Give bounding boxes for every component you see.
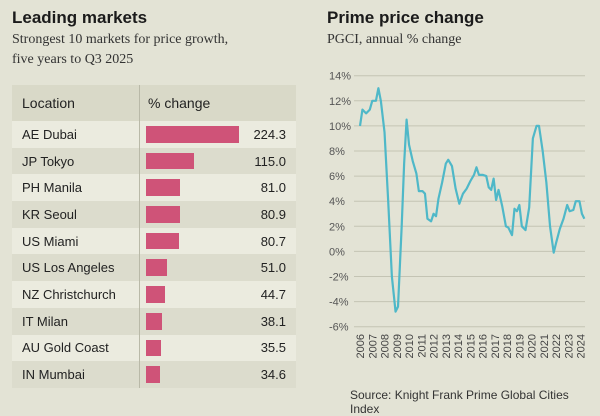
location-cell: PH Manila — [12, 174, 140, 202]
header-change: % change — [148, 95, 211, 111]
right-subtitle: PGCI, annual % change — [327, 32, 462, 47]
header-location: Location — [12, 85, 140, 121]
x-tick-label: 2007 — [367, 334, 379, 358]
y-tick-label: 14% — [329, 71, 351, 83]
table-row: US Miami 80.7 — [12, 227, 296, 255]
y-tick-label: 4% — [329, 196, 345, 208]
change-cell: 80.7 — [140, 228, 296, 255]
change-value: 224.3 — [253, 126, 286, 142]
x-tick-label: 2023 — [563, 334, 575, 358]
table-row: KR Seoul 80.9 — [12, 201, 296, 228]
table-row: PH Manila 81.0 — [12, 174, 296, 202]
table-row: JP Tokyo 115.0 — [12, 147, 296, 175]
location-cell: AE Dubai — [12, 121, 140, 148]
x-tick-label: 2019 — [514, 334, 526, 358]
change-bar — [146, 366, 161, 383]
location-cell: NZ Christchurch — [12, 281, 140, 308]
y-tick-label: 10% — [329, 121, 351, 133]
table-row: NZ Christchurch 44.7 — [12, 281, 296, 308]
y-tick-label: 12% — [329, 96, 351, 108]
change-bar — [146, 126, 240, 143]
change-bar — [146, 179, 180, 197]
x-tick-label: 2021 — [539, 334, 551, 358]
y-tick-label: -2% — [329, 272, 349, 284]
right-title: Prime price change — [327, 8, 484, 27]
x-tick-label: 2018 — [502, 334, 514, 358]
change-cell: 51.0 — [140, 254, 296, 281]
location-cell: JP Tokyo — [12, 147, 140, 175]
change-cell: 81.0 — [140, 174, 296, 201]
x-tick-label: 2013 — [441, 334, 453, 358]
x-tick-label: 2012 — [429, 334, 441, 358]
location-cell: US Miami — [12, 227, 140, 255]
series-line — [358, 87, 586, 313]
x-tick-label: 2008 — [380, 334, 392, 358]
x-tick-label: 2011 — [416, 334, 428, 358]
x-tick-label: 2016 — [478, 334, 490, 358]
table-row: AE Dubai 224.3 — [12, 121, 296, 148]
change-cell: 35.5 — [140, 335, 296, 362]
table-row: IT Milan 38.1 — [12, 307, 296, 335]
y-tick-label: 0% — [329, 246, 345, 258]
change-value: 34.6 — [260, 367, 286, 383]
left-subtitle: Strongest 10 markets for price growth, fi… — [12, 30, 228, 70]
change-cell: 44.7 — [140, 281, 296, 308]
table-header: Location % change — [12, 85, 296, 121]
change-bar — [146, 339, 161, 357]
x-tick-label: 2009 — [392, 334, 404, 358]
x-tick-label: 2010 — [404, 334, 416, 358]
x-tick-label: 2014 — [453, 334, 465, 358]
location-cell: IT Milan — [12, 307, 140, 335]
y-tick-label: 2% — [329, 221, 345, 233]
change-cell: 224.3 — [140, 121, 296, 148]
change-bar — [146, 206, 180, 223]
change-value: 38.1 — [260, 313, 286, 329]
table-row: IN Mumbai 34.6 — [12, 361, 296, 388]
markets-table: Location % change AE Dubai 224.3 JP Tokyo 1… — [12, 85, 296, 388]
location-cell: IN Mumbai — [12, 361, 140, 388]
change-bar — [146, 312, 162, 330]
table-row: US Los Angeles 51.0 — [12, 254, 296, 282]
change-cell: 80.9 — [140, 201, 296, 228]
change-cell: 34.6 — [140, 361, 296, 388]
y-tick-label: -4% — [329, 297, 349, 309]
x-tick-label: 2020 — [527, 334, 539, 358]
change-value: 115.0 — [254, 153, 286, 169]
source-note: Source: Knight Frank Prime Global Cities… — [350, 388, 569, 416]
change-value: 80.7 — [260, 233, 286, 249]
location-cell: KR Seoul — [12, 201, 140, 228]
x-tick-label: 2017 — [490, 334, 502, 358]
x-tick-label: 2015 — [465, 334, 477, 358]
left-subtitle-line2: five years to Q3 2025 — [12, 52, 134, 67]
change-bar — [146, 232, 180, 250]
x-tick-label: 2022 — [551, 334, 563, 358]
left-subtitle-line1: Strongest 10 markets for price growth, — [12, 32, 229, 47]
y-tick-label: 8% — [329, 146, 345, 158]
left-title: Leading markets — [12, 8, 148, 27]
change-value: 44.7 — [260, 286, 286, 302]
change-value: 80.9 — [260, 206, 286, 222]
x-tick-label: 2024 — [576, 334, 588, 358]
change-value: 81.0 — [260, 180, 286, 196]
y-tick-label: 6% — [329, 171, 345, 183]
x-tick-label: 2006 — [355, 334, 367, 358]
change-bar — [146, 152, 194, 170]
y-tick-label: -6% — [329, 322, 349, 334]
location-cell: US Los Angeles — [12, 254, 140, 282]
change-bar — [146, 286, 165, 303]
change-cell: 38.1 — [140, 308, 296, 335]
change-value: 35.5 — [260, 340, 286, 356]
change-cell: 115.0 — [140, 148, 296, 175]
change-bar — [146, 259, 168, 277]
change-value: 51.0 — [260, 260, 286, 276]
location-cell: AU Gold Coast — [12, 334, 140, 362]
table-row: AU Gold Coast 35.5 — [12, 334, 296, 362]
